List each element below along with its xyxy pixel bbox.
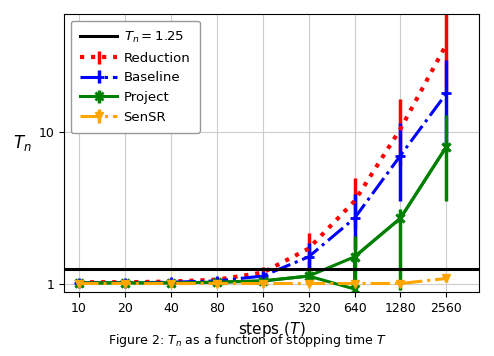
- Legend: $T_n = 1.25$, Reduction, Baseline, Project, SenSR: $T_n = 1.25$, Reduction, Baseline, Proje…: [71, 21, 200, 133]
- Y-axis label: $T_n$: $T_n$: [12, 133, 31, 153]
- Text: Figure 2: $T_n$ as a function of stopping time $T$: Figure 2: $T_n$ as a function of stoppin…: [108, 332, 386, 349]
- X-axis label: steps ($T$): steps ($T$): [238, 320, 305, 339]
